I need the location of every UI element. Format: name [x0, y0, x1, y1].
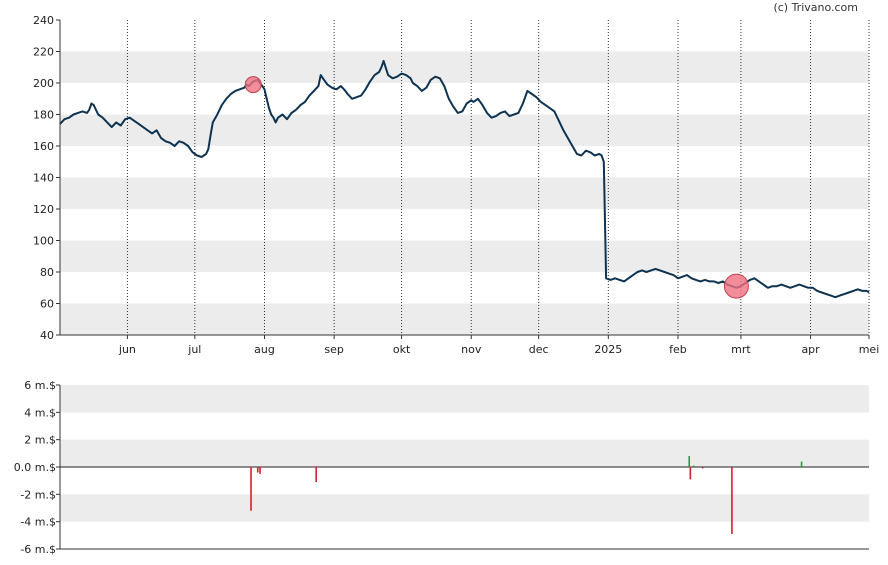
- volume-band: [60, 439, 869, 467]
- event-marker: [723, 273, 749, 299]
- y-tick-label: 60: [40, 298, 54, 311]
- volume-band: [60, 494, 869, 522]
- month-label: jun: [118, 343, 136, 356]
- month-label: apr: [801, 343, 820, 356]
- y-tick-label: 200: [33, 77, 54, 90]
- y-tick-label: 80: [40, 266, 54, 279]
- month-label: nov: [461, 343, 482, 356]
- volume-y-tick-label: 2 m.$: [24, 434, 56, 447]
- volume-y-tick-label: -4 m.$: [20, 516, 56, 529]
- y-tick-label: 220: [33, 46, 54, 59]
- price-band: [60, 51, 869, 83]
- price-chart: jun jul aug sep okt nov dec 2025 feb mrt apr mei 40 6…: [33, 14, 879, 356]
- volume-y-tick-label: -6 m.$: [20, 543, 56, 556]
- volume-y-tick-label: 4 m.$: [24, 406, 56, 419]
- month-label: feb: [669, 343, 687, 356]
- credit-label: (c) Trivano.com: [773, 1, 858, 14]
- month-label: 2025: [594, 343, 622, 356]
- y-tick-label: 140: [33, 172, 54, 185]
- y-tick-label: 100: [33, 235, 54, 248]
- event-marker: [244, 76, 262, 94]
- y-tick-label: 40: [40, 329, 54, 342]
- price-band: [60, 303, 869, 335]
- month-label: mei: [859, 343, 880, 356]
- price-band: [60, 177, 869, 209]
- price-band: [60, 240, 869, 272]
- month-label: jul: [187, 343, 201, 356]
- volume-band: [60, 385, 869, 413]
- volume-chart: -6 m.$ -4 m.$ -2 m.$ 0.0 m.$ 2 m.$ 4 m.$ 6 m.$: [14, 379, 869, 556]
- volume-y-tick-label: 0.0 m.$: [14, 461, 56, 474]
- month-label: aug: [254, 343, 275, 356]
- volume-y-tick-label: -2 m.$: [20, 488, 56, 501]
- y-tick-label: 120: [33, 203, 54, 216]
- month-label: sep: [324, 343, 343, 356]
- y-tick-label: 180: [33, 109, 54, 122]
- y-tick-label: 240: [33, 14, 54, 27]
- month-label: okt: [393, 343, 411, 356]
- y-tick-label: 160: [33, 140, 54, 153]
- month-label: mrt: [731, 343, 751, 356]
- volume-y-tick-label: 6 m.$: [24, 379, 56, 392]
- month-label: dec: [529, 343, 549, 356]
